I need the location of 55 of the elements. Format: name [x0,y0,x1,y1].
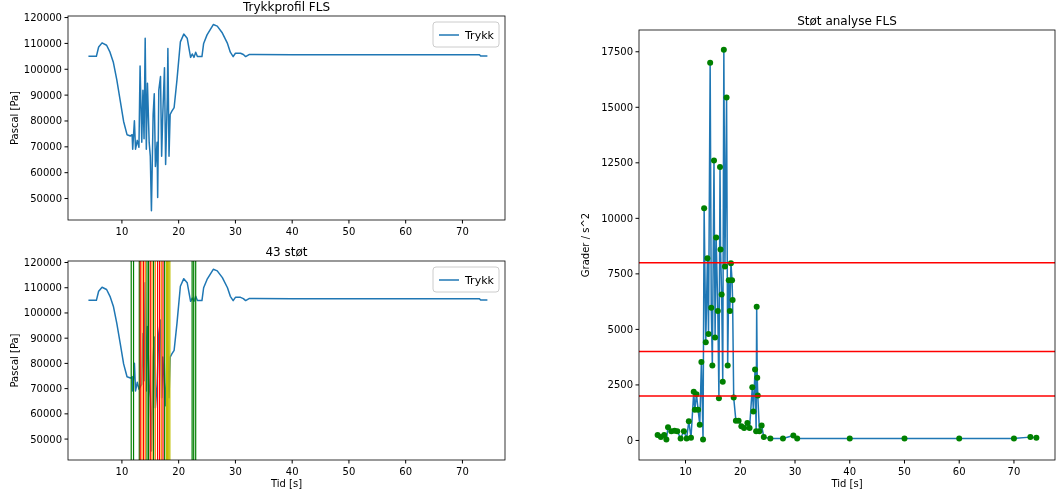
y-tick-label: 0 [626,434,633,446]
x-axis-title: Tid [s] [269,478,303,489]
y-tick-label: 110000 [23,37,62,49]
y-tick-label: 70000 [30,383,62,395]
y-tick-label: 120000 [23,257,62,269]
y-tick-label: 100000 [23,307,62,319]
x-tick-label: 30 [788,466,802,477]
y-tick-label: 60000 [30,167,62,179]
y-tick-label: 10000 [601,212,633,224]
y-tick-label: 110000 [23,282,62,294]
x-tick-label: 10 [115,226,129,237]
x-tick-label: 70 [456,466,469,477]
y-tick-label: 7500 [607,268,633,280]
x-tick-label: 50 [898,466,911,477]
y-tick-label: 80000 [30,357,62,369]
y-tick-label: 15000 [601,101,633,113]
chart-title: Støt analyse FLS [797,14,897,28]
x-tick-label: 30 [229,466,242,477]
x-tick-label: 30 [229,226,242,237]
y-tick-label: 100000 [23,63,62,75]
x-tick-label: 70 [1007,466,1021,477]
x-tick-label: 60 [952,466,966,477]
y-tick-label: 50000 [30,193,62,205]
y-tick-label: 80000 [30,115,62,127]
y-tick-label: 17500 [601,46,633,58]
x-tick-label: 20 [172,466,186,477]
legend-label: Trykk [464,29,495,42]
y-tick-label: 60000 [30,408,62,420]
y-tick-label: 90000 [30,89,62,101]
y-tick-label: 120000 [23,12,62,24]
x-tick-label: 10 [115,466,129,477]
y-axis-title: Pascal [Pa] [9,333,20,388]
x-tick-label: 40 [285,466,299,477]
x-tick-label: 20 [172,226,186,237]
x-tick-label: 60 [399,466,413,477]
x-tick-label: 50 [342,466,356,477]
y-tick-label: 12500 [601,157,633,169]
y-tick-label: 50000 [30,433,62,445]
chart-title: Trykkprofil FLS [241,0,331,14]
y-axis-title: Pascal [Pa] [9,90,20,146]
legend-label: Trykk [464,274,495,287]
x-tick-label: 40 [285,226,299,237]
y-tick-label: 90000 [30,332,62,344]
x-tick-label: 10 [679,466,692,477]
y-axis-title: Grader / s^2 [580,212,591,278]
y-tick-label: 5000 [607,323,633,335]
x-axis-title: Tid [s] [830,478,863,489]
y-tick-label: 70000 [30,141,62,153]
x-tick-label: 20 [733,466,747,477]
y-tick-label: 2500 [607,379,633,391]
x-tick-label: 40 [843,466,857,477]
x-tick-label: 50 [342,226,356,237]
chart-title: 43 støt [265,245,308,259]
x-tick-label: 60 [399,226,413,237]
x-tick-label: 70 [456,226,469,237]
